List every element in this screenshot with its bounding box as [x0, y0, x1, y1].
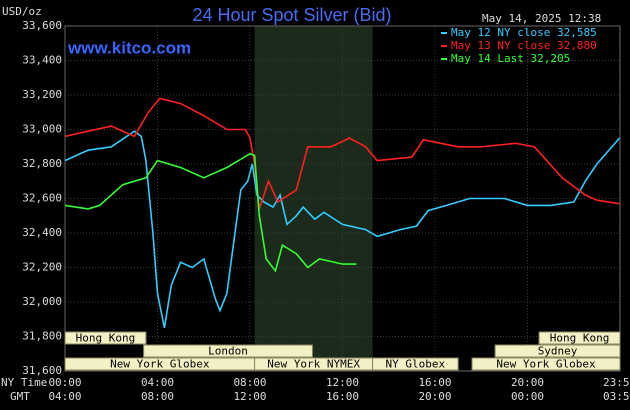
session-label: Hong Kong [550, 332, 610, 345]
timestamp: May 14, 2025 12:38 [482, 12, 601, 25]
y-tick-label: 33,000 [22, 123, 62, 136]
y-tick-label: 32,200 [22, 261, 62, 274]
price-line [64, 152, 357, 273]
x2-tick-label: 00:00 [511, 390, 544, 403]
y-tick-label: 32,800 [22, 157, 62, 170]
session-box [471, 357, 621, 371]
x-axis-label: NY Time [1, 376, 47, 389]
x2-tick-label: 16:00 [326, 390, 359, 403]
y-tick-label: 33,600 [22, 19, 62, 32]
y-tick-label: 33,200 [22, 88, 62, 101]
y-tick-label: 31,800 [22, 330, 62, 343]
x-tick-label: 20:00 [511, 376, 544, 389]
legend-label: May 13 NY close 32,880 [451, 39, 597, 52]
legend-label: May 14 Last 32,205 [451, 52, 570, 65]
x2-tick-label: 12:00 [233, 390, 266, 403]
y-tick-label: 33,400 [22, 54, 62, 67]
session-label: NY Globex [386, 358, 446, 371]
market-hours-band [254, 26, 373, 371]
session-label: Hong Kong [76, 332, 136, 345]
chart-title: 24 Hour Spot Silver (Bid) [192, 5, 391, 25]
x-tick-label: 23:59 [603, 376, 630, 389]
x-tick-label: 08:00 [233, 376, 266, 389]
session-box [372, 357, 459, 371]
session-box [494, 344, 621, 358]
y-tick-label: 32,600 [22, 192, 62, 205]
session-label: New York NYMEX [267, 358, 360, 371]
x2-tick-label: 03:59 [603, 390, 630, 403]
y-tick-label: 31,600 [22, 364, 62, 377]
y-tick-label: 32,400 [22, 226, 62, 239]
x2-tick-label: 04:00 [48, 390, 81, 403]
session-box [64, 331, 147, 345]
session-box [538, 331, 621, 345]
x2-tick-label: 08:00 [141, 390, 174, 403]
x-tick-label: 16:00 [418, 376, 451, 389]
unit-label: USD/oz [2, 5, 42, 18]
price-line [64, 130, 621, 329]
price-line [64, 97, 620, 210]
legend-label: May 12 NY close 32,585 [451, 26, 597, 39]
session-label: London [208, 345, 248, 358]
watermark: www.kitco.com [67, 38, 191, 57]
x-tick-label: 04:00 [141, 376, 174, 389]
x-tick-label: 12:00 [326, 376, 359, 389]
x2-tick-label: 20:00 [418, 390, 451, 403]
y-tick-label: 32,000 [22, 295, 62, 308]
x-tick-label: 00:00 [48, 376, 81, 389]
plot-frame [64, 25, 621, 372]
session-label: Sydney [538, 345, 578, 358]
session-label: New York Globex [496, 358, 596, 371]
session-label: New York Globex [110, 358, 210, 371]
session-box [143, 344, 313, 358]
x2-axis-label: GMT [10, 390, 30, 403]
